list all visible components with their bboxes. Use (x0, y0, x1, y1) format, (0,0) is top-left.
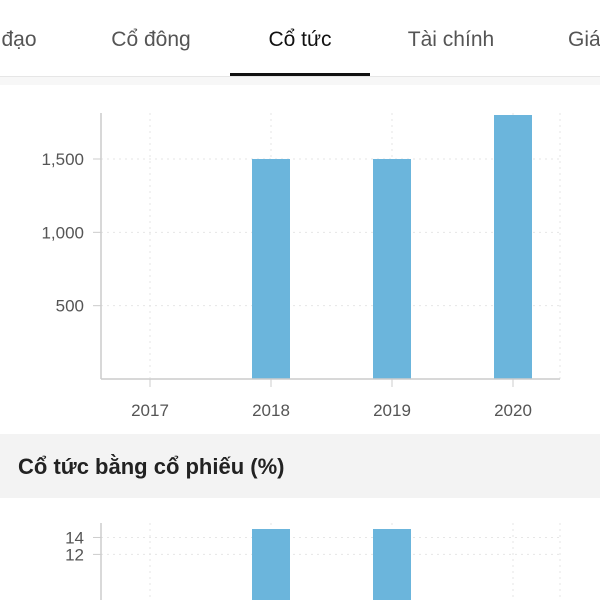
cash-dividend-chart: 500 1,000 1,500 2017 2018 2019 2020 (41, 113, 561, 420)
bar-2019 (373, 529, 411, 600)
x-tick-label: 2017 (131, 401, 169, 420)
y-tick-label: 500 (56, 297, 84, 316)
bar-2018 (252, 159, 290, 379)
bar-2019 (373, 159, 411, 379)
bar-2018 (252, 529, 290, 600)
tab-bar: đạo Cổ đông Cổ tức Tài chính Giá (0, 0, 600, 77)
tab-gia[interactable]: Giá (568, 28, 600, 51)
x-tick-label: 2020 (494, 401, 532, 420)
tab-dao[interactable]: đạo (1, 28, 37, 51)
section-header: Cổ tức bằng cổ phiếu (%) (0, 434, 600, 498)
bar-2020 (494, 115, 532, 379)
x-tick-label: 2018 (252, 401, 290, 420)
tab-tai-chinh[interactable]: Tài chính (407, 28, 495, 51)
active-tab-indicator (230, 73, 370, 76)
y-tick-label: 1,500 (41, 150, 84, 169)
y-tick-label: 1,000 (41, 223, 84, 242)
y-tick-label: 14 (65, 528, 84, 547)
x-tick-label: 2019 (373, 401, 411, 420)
divider (0, 77, 600, 85)
y-tick-label: 12 (65, 545, 84, 564)
tab-co-dong[interactable]: Cổ đông (111, 28, 191, 51)
section-title: Cổ tức bằng cổ phiếu (%) (18, 454, 285, 479)
tab-co-tuc[interactable]: Cổ tức (268, 28, 332, 51)
